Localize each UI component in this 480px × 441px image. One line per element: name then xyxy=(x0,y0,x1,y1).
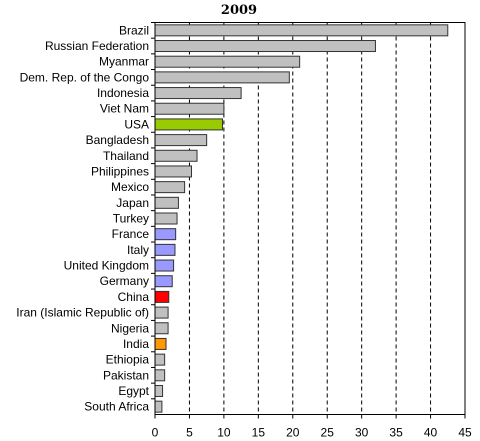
category-label: India xyxy=(123,337,149,351)
tick-label: 0 xyxy=(152,426,159,440)
bars xyxy=(154,24,449,413)
category-label: Bangladesh xyxy=(86,133,149,147)
tick-label: 20 xyxy=(286,426,300,440)
category-label: Japan xyxy=(116,196,149,210)
category-label: Viet Nam xyxy=(100,102,149,116)
bar-pakistan xyxy=(154,369,166,382)
bar-south-africa xyxy=(154,400,163,413)
bar-usa xyxy=(154,118,224,131)
bar-china xyxy=(154,290,170,303)
category-label: Iran (Islamic Republic of) xyxy=(16,306,149,320)
category-label: China xyxy=(118,290,150,304)
category-label: Indonesia xyxy=(97,86,149,100)
category-label: France xyxy=(112,227,150,241)
category-label: Mexico xyxy=(111,180,149,194)
category-label: Germany xyxy=(100,274,149,288)
tick-label: 25 xyxy=(321,426,335,440)
bar-turkey xyxy=(154,212,178,225)
category-label: Pakistan xyxy=(103,368,149,382)
bar-brazil xyxy=(154,24,449,37)
category-label: Ethiopia xyxy=(106,353,150,367)
category-label: Nigeria xyxy=(111,321,149,335)
chart-title: 2009 xyxy=(221,3,257,18)
bar-egypt xyxy=(154,384,164,397)
bar-indonesia xyxy=(154,87,242,100)
category-label: South Africa xyxy=(84,400,149,414)
bar-france xyxy=(154,228,177,241)
category-label: Dem. Rep. of the Congo xyxy=(20,70,150,84)
category-label: Italy xyxy=(127,243,149,257)
bar-viet-nam xyxy=(154,102,225,115)
bar-iran-islamic-republic-of xyxy=(154,306,169,319)
category-label: Turkey xyxy=(113,212,149,226)
category-label: Thailand xyxy=(103,149,149,163)
category-label: United Kingdom xyxy=(64,259,149,273)
category-label: Myanmar xyxy=(99,55,149,69)
bar-mexico xyxy=(154,181,186,194)
bar-united-kingdom xyxy=(154,259,175,272)
bar-philippines xyxy=(154,165,193,178)
bar-ethiopia xyxy=(154,353,166,366)
bar-bangladesh xyxy=(154,134,208,147)
category-label: Egypt xyxy=(118,384,149,398)
bar-germany xyxy=(154,275,173,288)
category-label: Brazil xyxy=(119,23,149,37)
tick-label: 35 xyxy=(389,426,403,440)
category-label: Philippines xyxy=(91,164,149,178)
bar-dem-rep-of-the-congo xyxy=(154,71,290,84)
tick-label: 30 xyxy=(355,426,369,440)
bar-nigeria xyxy=(154,322,169,335)
bar-myanmar xyxy=(154,55,301,68)
bar-india xyxy=(154,337,167,350)
bar-japan xyxy=(154,196,179,209)
x-axis-ticks: 0 5 10 15 20 25 30 35 40 45 xyxy=(152,414,472,440)
category-label: Russian Federation xyxy=(45,39,149,53)
bar-russian-federation xyxy=(154,40,376,53)
category-label: USA xyxy=(124,117,149,131)
tick-label: 10 xyxy=(217,426,231,440)
tick-label: 5 xyxy=(186,426,193,440)
tick-label: 15 xyxy=(252,426,266,440)
plot-frame xyxy=(154,22,466,415)
bar-thailand xyxy=(154,149,198,162)
bar-italy xyxy=(154,243,176,256)
tick-label: 45 xyxy=(458,426,472,440)
tick-label: 40 xyxy=(424,426,438,440)
